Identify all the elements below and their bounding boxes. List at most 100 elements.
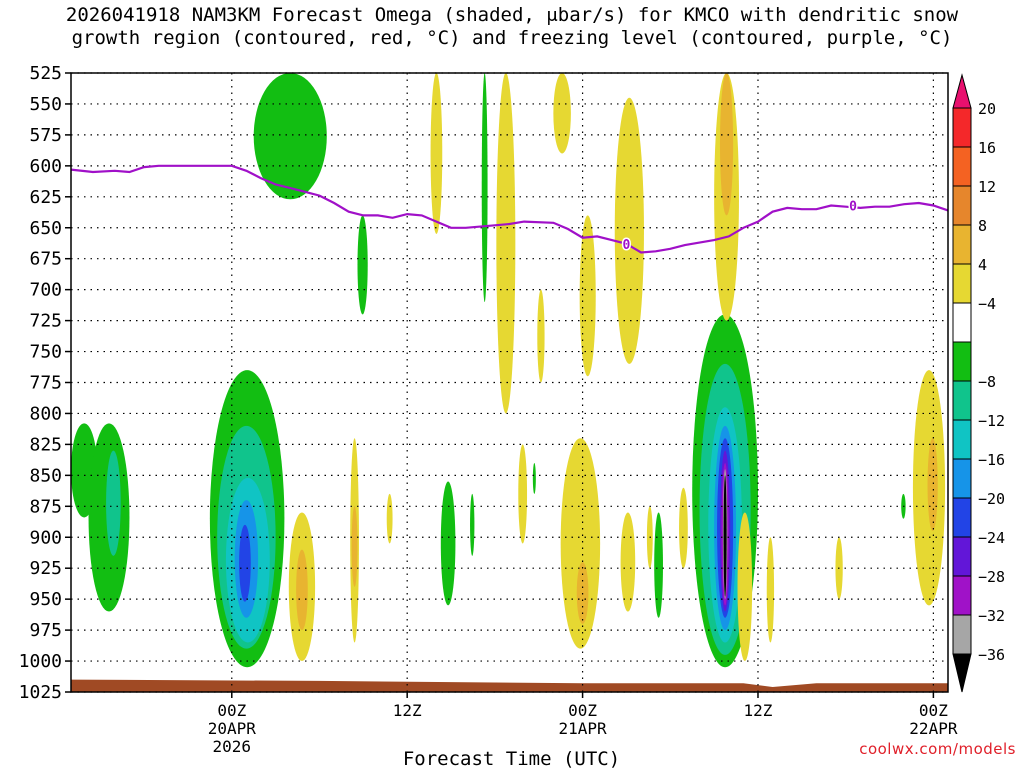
omega-region-8 <box>253 73 327 200</box>
omega-region-9 <box>357 215 368 315</box>
colorbar-bin-4 <box>952 263 972 304</box>
y-tick-label-600: 600 <box>29 156 62 177</box>
y-tick-label-1025: 1025 <box>19 682 62 703</box>
omega-region-35 <box>579 215 596 377</box>
y-tick-label-575: 575 <box>29 125 62 146</box>
y-tick-label-750: 750 <box>29 342 62 363</box>
colorbar-bottom-triangle <box>952 653 972 693</box>
colorbar-label-9: −20 <box>978 490 1005 508</box>
omega-region-14 <box>654 512 663 618</box>
y-tick-label-775: 775 <box>29 373 62 394</box>
y-tick-label-925: 925 <box>29 558 62 579</box>
freezing-level-label-1: 0 <box>849 199 857 214</box>
colorbar-label-13: −36 <box>978 646 1005 664</box>
chart-title-line-2: growth region (contoured, red, °C) and f… <box>71 27 953 49</box>
omega-region-29 <box>386 493 393 544</box>
x-tick-label-2: 00Z <box>568 701 597 720</box>
omega-region-41 <box>679 487 688 569</box>
colorbar-bin-6 <box>952 341 972 382</box>
colorbar: 20 16 12 8 4 −4 −8 −12 −16 −20 −24 −28 −32 −36 <box>952 73 1005 693</box>
omega-region-32 <box>518 444 528 544</box>
omega-shading <box>71 73 946 668</box>
colorbar-bin-10 <box>952 497 972 538</box>
freezing-level-contour: 00 <box>70 164 949 254</box>
colorbar-label-3: 8 <box>978 217 987 235</box>
y-tick-label-850: 850 <box>29 465 62 486</box>
omega-region-30 <box>430 73 443 234</box>
omega-region-12 <box>481 73 488 303</box>
terrain <box>71 679 948 692</box>
omega-region-2 <box>106 450 121 556</box>
chart-title-line-1: 2026041918 NAM3KM Forecast Omega (shaded… <box>65 4 959 26</box>
colorbar-bin-9 <box>952 458 972 499</box>
y-tick-label-550: 550 <box>29 94 62 115</box>
x-tick-label-4: 00Z <box>919 701 948 720</box>
y-tick-label-700: 700 <box>29 280 62 301</box>
credit-link[interactable]: coolwx.com/models <box>859 740 1016 758</box>
colorbar-bin-5 <box>952 302 972 343</box>
omega-region-26 <box>296 549 308 631</box>
x-tick-date-0: 20APR <box>208 719 257 738</box>
omega-region-36 <box>560 438 601 649</box>
colorbar-bin-0 <box>952 107 972 148</box>
chart-title: 2026041918 NAM3KM Forecast Omega (shaded… <box>0 4 1024 50</box>
freezing-level-line <box>70 164 949 254</box>
colorbar-label-4: 4 <box>978 256 987 274</box>
omega-region-11 <box>470 493 475 556</box>
colorbar-label-1: 16 <box>978 139 996 157</box>
y-tick-label-650: 650 <box>29 218 62 239</box>
colorbar-bin-2 <box>952 185 972 226</box>
x-tick-label-1: 12Z <box>393 701 422 720</box>
colorbar-label-8: −16 <box>978 451 1005 469</box>
colorbar-bin-13 <box>952 614 972 655</box>
y-tick-label-675: 675 <box>29 249 62 270</box>
y-tick-label-900: 900 <box>29 527 62 548</box>
y-tick-label-875: 875 <box>29 496 62 517</box>
terrain-fill <box>71 679 948 692</box>
omega-region-10 <box>440 481 456 606</box>
omega-region-39 <box>620 512 636 612</box>
x-tick-label-3: 12Z <box>744 701 773 720</box>
y-tick-label-525: 525 <box>29 63 62 84</box>
colorbar-label-11: −28 <box>978 568 1005 586</box>
x-tick-date-2: 21APR <box>558 719 607 738</box>
omega-region-37 <box>576 562 589 624</box>
y-tick-label-1000: 1000 <box>19 651 62 672</box>
omega-region-38 <box>614 97 644 364</box>
omega-region-44 <box>737 512 753 662</box>
colorbar-top-triangle <box>952 73 972 109</box>
y-tick-label-975: 975 <box>29 620 62 641</box>
omega-region-13 <box>532 462 536 494</box>
omega-region-7 <box>239 524 251 602</box>
colorbar-label-5: −4 <box>978 295 996 313</box>
y-tick-label-725: 725 <box>29 311 62 332</box>
colorbar-label-12: −32 <box>978 607 1005 625</box>
y-tick-label-950: 950 <box>29 589 62 610</box>
x-tick-label-0: 00Z <box>217 701 246 720</box>
x-tick-year-0: 2026 <box>213 737 252 756</box>
colorbar-bin-7 <box>952 380 972 421</box>
colorbar-label-7: −12 <box>978 412 1005 430</box>
omega-region-45 <box>766 537 775 643</box>
colorbar-bin-12 <box>952 575 972 616</box>
omega-region-33 <box>537 289 545 383</box>
colorbar-bin-8 <box>952 419 972 460</box>
y-axis: 525 550 575 600 625 650 675 700 725 750 775 800 825 8… <box>19 63 71 703</box>
colorbar-bin-11 <box>952 536 972 577</box>
omega-region-31 <box>496 73 516 414</box>
x-axis-label: Forecast Time (UTC) <box>403 748 620 768</box>
omega-region-48 <box>927 438 938 532</box>
y-tick-label-625: 625 <box>29 187 62 208</box>
omega-region-23 <box>723 475 727 597</box>
colorbar-bin-1 <box>952 146 972 187</box>
omega-region-28 <box>351 506 358 587</box>
colorbar-label-2: 12 <box>978 178 996 196</box>
y-tick-label-825: 825 <box>29 434 62 455</box>
y-tick-label-800: 800 <box>29 403 62 424</box>
omega-region-34 <box>553 73 571 154</box>
freezing-level-label-0: 0 <box>623 238 631 253</box>
colorbar-bin-3 <box>952 224 972 265</box>
colorbar-label-10: −24 <box>978 529 1005 547</box>
